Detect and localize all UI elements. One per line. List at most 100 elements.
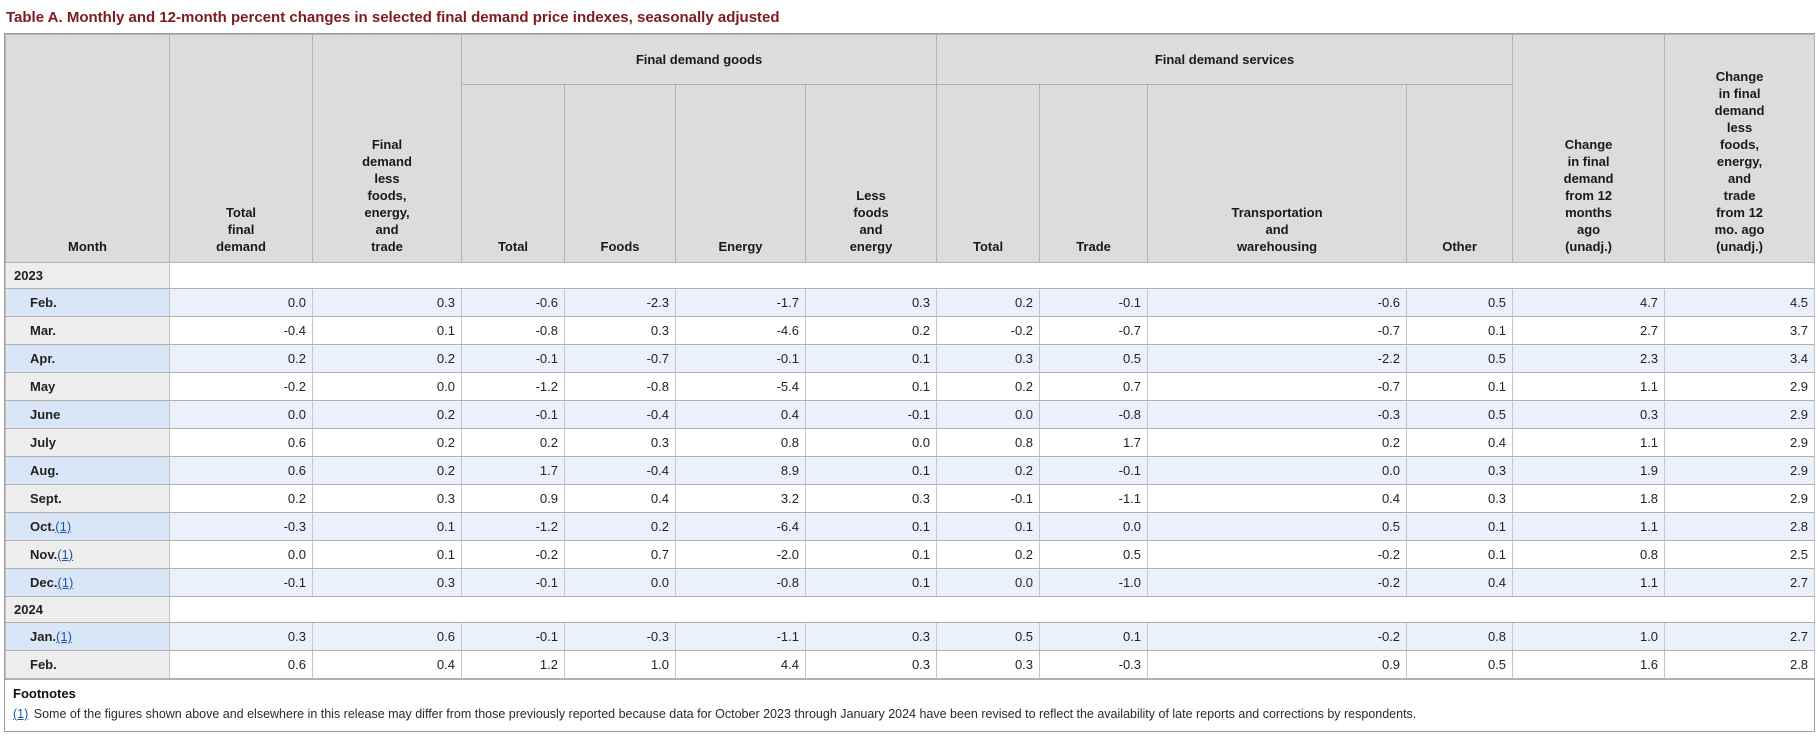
month-text: Jan. [30,629,57,644]
table-row: Jan.(1) 0.3 0.6 -0.1 -0.3 -1.1 0.3 0.5 0.1 -0.2 0.… [5,622,1816,651]
value-cell: -0.2 [1147,622,1408,651]
col-header-trade: Trade [1039,84,1149,263]
value-cell: 0.2 [1147,428,1408,457]
month-cell: Oct.(1) [5,512,170,541]
footnote-1: (1) Some of the figures shown above and … [13,707,1806,721]
value-cell: 2.9 [1664,456,1816,485]
col-header-other: Other [1406,84,1514,263]
value-cell: 0.6 [169,456,313,485]
value-cell: 0.3 [1512,400,1666,429]
value-cell: 0.3 [312,288,462,317]
value-cell: -0.6 [461,288,565,317]
footnote-ref-link[interactable]: (1) [55,519,72,534]
value-cell: 0.3 [564,428,676,457]
table-row: Sept. 0.2 0.3 0.9 0.4 3.2 0.3 -0.1 -1.1 0.4 0.3 1.8… [5,484,1816,513]
value-cell: 0.5 [1406,650,1514,679]
value-cell: 0.5 [1406,344,1514,373]
footnotes-heading: Footnotes [13,686,76,701]
value-cell: -0.1 [804,400,938,429]
value-cell: 0.2 [936,372,1041,401]
value-cell: 0.0 [804,428,938,457]
month-text: Feb. [30,657,57,672]
col-header-change-12-months-less: Change in final demand less foods, energ… [1664,34,1816,263]
month-text: Apr. [30,351,56,366]
month-text: July [30,435,57,450]
col-header-fd-less-foods-energy-trade: Final demand less foods, energy, and tra… [312,34,462,263]
value-cell: -0.7 [564,344,676,373]
value-cell: 1.6 [1512,650,1666,679]
footnote-ref-link[interactable]: (1) [57,547,74,562]
value-cell: 3.2 [675,484,806,513]
value-cell: 0.3 [312,568,462,597]
value-cell: -6.4 [675,512,806,541]
footnote-1-link[interactable]: (1) [13,707,29,721]
value-cell: -0.8 [461,316,565,345]
value-cell: 0.0 [169,540,313,569]
month-cell: June [5,400,170,429]
value-cell: -0.2 [461,540,565,569]
value-cell: 0.1 [312,540,462,569]
value-cell: 0.2 [312,344,462,373]
value-cell: 0.0 [169,288,313,317]
table-row: Feb. 0.6 0.4 1.2 1.0 4.4 0.3 0.3 -0.3 0.9 0.5 1.6 2.… [5,650,1816,679]
value-cell: -0.3 [169,512,313,541]
value-cell: 2.9 [1664,484,1816,513]
footnote-ref-link[interactable]: (1) [57,575,74,590]
value-cell: 1.1 [1512,568,1666,597]
value-cell: 2.5 [1664,540,1816,569]
col-header-energy: Energy [675,84,806,263]
value-cell: 0.1 [804,540,938,569]
value-cell: 0.0 [1147,456,1408,485]
value-cell: 1.1 [1512,512,1666,541]
value-cell: 1.0 [1512,622,1666,651]
month-cell: Nov.(1) [5,540,170,569]
value-cell: 2.3 [1512,344,1666,373]
value-cell: 0.4 [675,400,806,429]
value-cell: -0.2 [936,316,1041,345]
value-cell: -1.7 [675,288,806,317]
year-label: 2024 [5,596,170,623]
col-header-goods-total: Total [461,84,565,263]
value-cell: 2.9 [1664,372,1816,401]
value-cell: 1.9 [1512,456,1666,485]
value-cell: 0.2 [936,456,1041,485]
value-cell: -0.3 [1039,650,1149,679]
value-cell: 0.1 [1406,372,1514,401]
value-cell: 0.1 [804,372,938,401]
value-cell: 4.5 [1664,288,1816,317]
value-cell: -0.1 [675,344,806,373]
value-cell: 0.9 [1147,650,1408,679]
value-cell: 0.1 [804,568,938,597]
value-cell: -0.1 [1039,288,1149,317]
value-cell: -0.2 [1147,568,1408,597]
value-cell: -0.7 [1147,316,1408,345]
value-cell: 2.8 [1664,512,1816,541]
value-cell: 2.7 [1664,568,1816,597]
month-text: Feb. [30,295,57,310]
value-cell: 0.8 [1512,540,1666,569]
value-cell: 2.9 [1664,428,1816,457]
value-cell: -2.0 [675,540,806,569]
value-cell: -0.7 [1147,372,1408,401]
month-cell: Mar. [5,316,170,345]
value-cell: 0.9 [461,484,565,513]
footnote-ref-link[interactable]: (1) [56,629,72,644]
table-header: Month Total final demand Final demand le… [5,34,1816,263]
table-row: Nov.(1) 0.0 0.1 -0.2 0.7 -2.0 0.1 0.2 0.5 -0.2 0.1… [5,540,1816,569]
col-header-foods: Foods [564,84,676,263]
page-title: Table A. Monthly and 12-month percent ch… [6,9,780,26]
value-cell: 2.8 [1664,650,1816,679]
value-cell: -0.1 [461,344,565,373]
value-cell: 0.1 [1406,540,1514,569]
value-cell: -0.2 [169,372,313,401]
value-cell: 0.3 [936,650,1041,679]
value-cell: 0.3 [804,650,938,679]
value-cell: 1.2 [461,650,565,679]
value-cell: -4.6 [675,316,806,345]
month-cell: Feb. [5,650,170,679]
value-cell: 4.7 [1512,288,1666,317]
value-cell: 0.4 [1406,568,1514,597]
value-cell: -0.7 [1039,316,1149,345]
value-cell: 1.1 [1512,372,1666,401]
